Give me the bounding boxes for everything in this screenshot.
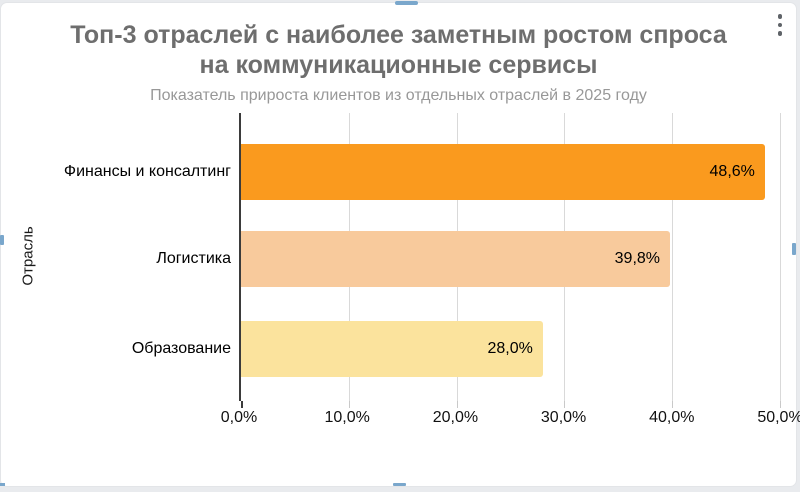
selection-handle-left[interactable]: [0, 235, 4, 245]
chart-title-line1: Топ-3 отраслей с наиболее заметным росто…: [70, 21, 727, 49]
x-tick-label: 30,0%: [540, 409, 587, 426]
axis-tick: [241, 401, 243, 408]
selection-handle-right[interactable]: [792, 243, 796, 255]
category-label: Финансы и консалтинг: [63, 163, 231, 180]
selection-handle-top[interactable]: [395, 1, 418, 5]
selection-handle-bottom[interactable]: [393, 483, 406, 486]
gridline: [780, 113, 781, 401]
x-tick-label: 50,0%: [757, 409, 800, 426]
axis-tick: [456, 401, 458, 408]
chart-title-line2: на коммуникационные сервисы: [199, 51, 598, 79]
bar-value-label: 28,0%: [487, 340, 533, 357]
bar-value-label: 39,8%: [614, 250, 661, 267]
x-tick-label: 40,0%: [649, 409, 695, 426]
kebab-dot: [777, 31, 783, 36]
plot-area: 48,6% 39,8% 28,0%: [239, 113, 781, 408]
chart-title: Топ-3 отраслей с наиболее заметным росто…: [31, 20, 766, 80]
chart-options-kebab-menu-icon[interactable]: [769, 10, 791, 40]
x-tick-label: 10,0%: [324, 409, 370, 426]
x-tick-label: 0,0%: [220, 409, 258, 426]
category-label: Образование: [131, 340, 231, 357]
x-axis: 0,0% 10,0% 20,0% 30,0% 40,0% 50,0%: [221, 409, 800, 431]
axis-tick: [672, 401, 674, 408]
bar-finance-consulting: 48,6%: [241, 144, 765, 200]
kebab-dot: [777, 14, 783, 19]
category-label: Логистика: [156, 250, 231, 267]
axis-tick: [564, 401, 566, 408]
selection-handle-bottom-left[interactable]: [0, 483, 5, 486]
gridline: [672, 113, 674, 401]
axis-tick: [348, 401, 350, 408]
bar-education: 28,0%: [241, 321, 543, 377]
bar-logistics: 39,8%: [241, 231, 671, 287]
kebab-dot: [777, 22, 783, 28]
chart-subtitle: Показатель прироста клиентов из отдельны…: [150, 87, 647, 104]
axis-tick: [780, 401, 781, 408]
x-tick-label: 20,0%: [432, 409, 479, 426]
bar-value-label: 48,6%: [709, 163, 755, 180]
